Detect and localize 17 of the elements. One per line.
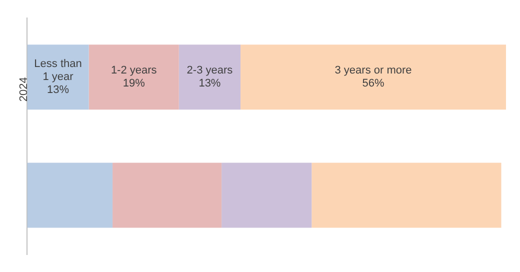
- bar: [222, 162, 312, 228]
- data-label: 56%: [362, 78, 384, 90]
- bar: [240, 44, 506, 110]
- bar: [178, 44, 241, 110]
- bar: [27, 162, 113, 228]
- bar: [112, 162, 222, 228]
- series-label: 3 years or more: [334, 64, 412, 77]
- data-label: 13%: [198, 78, 221, 90]
- bar: [88, 44, 179, 110]
- y-tick-label: 2024: [18, 77, 30, 102]
- data-label: 19%: [122, 78, 146, 90]
- series-label: 1-2 years: [110, 64, 158, 77]
- data-label: 13%: [47, 84, 70, 96]
- bar: [27, 44, 89, 110]
- bar: [312, 162, 502, 228]
- series-label: Less than 1 year: [34, 58, 82, 84]
- series-label: 2-3 years: [186, 64, 234, 77]
